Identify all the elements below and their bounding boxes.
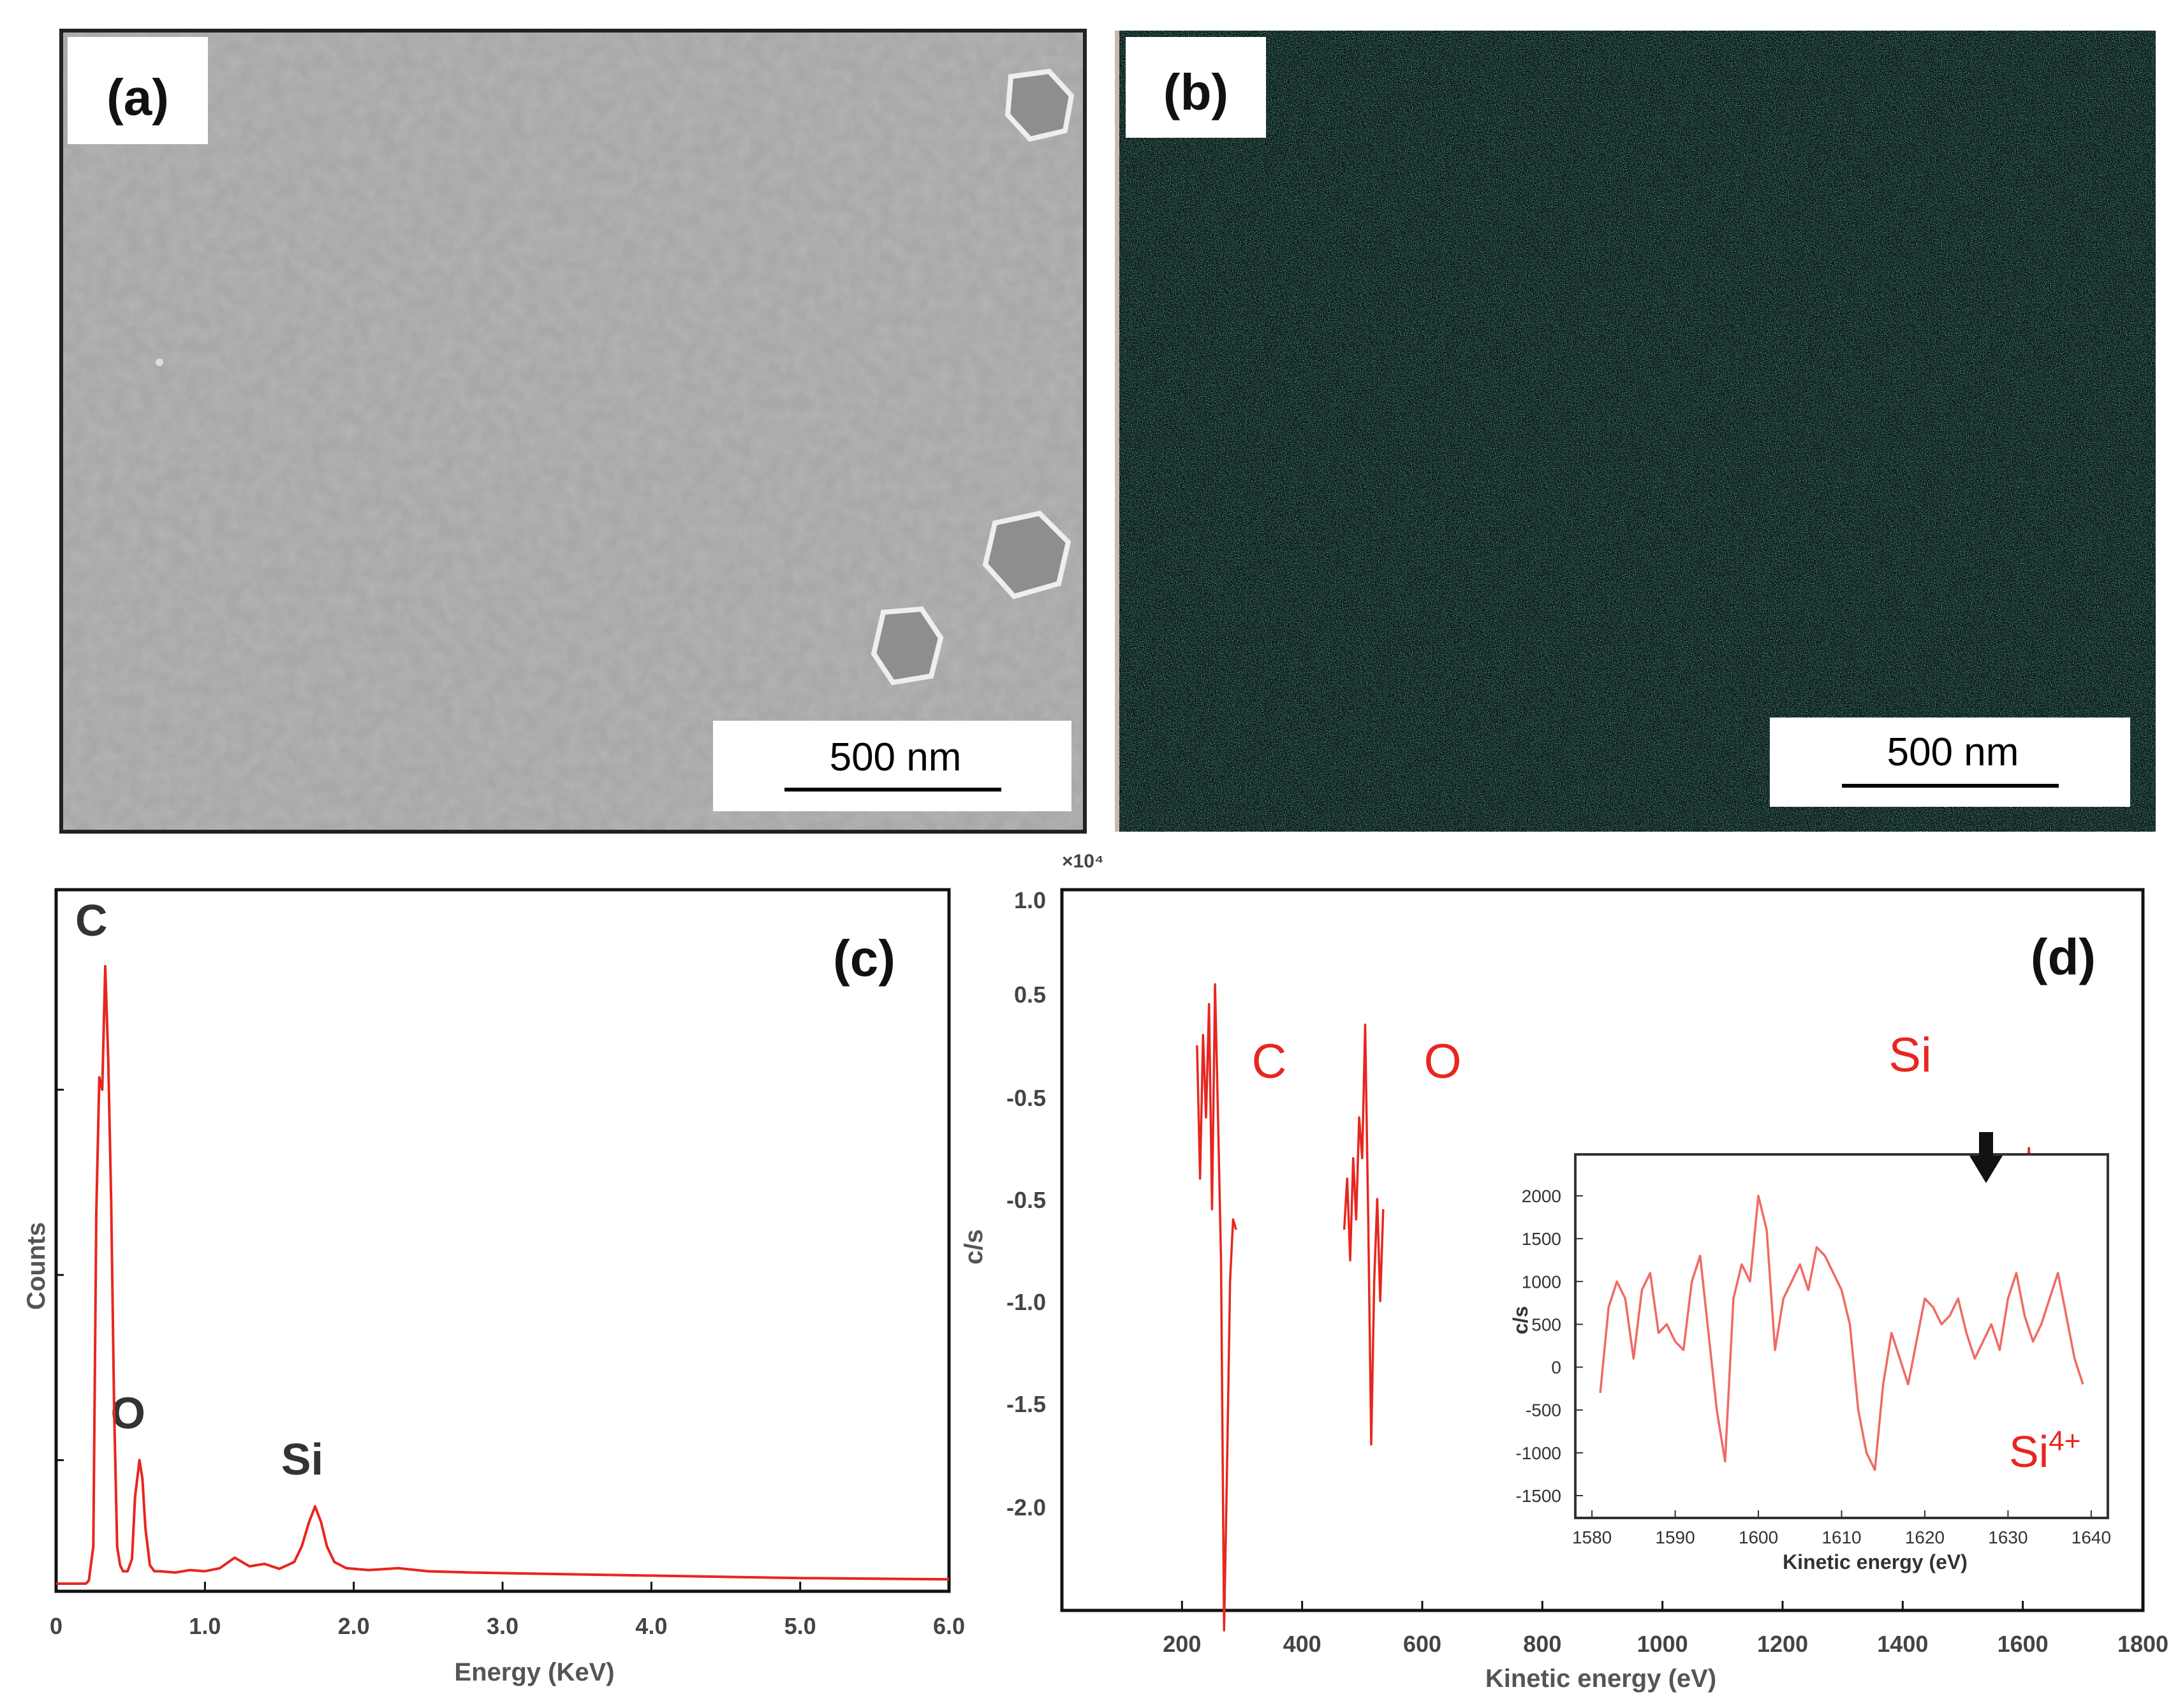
aes-series-c [1196, 983, 1237, 1632]
x-tick-label: 1000 [1637, 1631, 1688, 1657]
inset-spectrum-line [1599, 1195, 2084, 1471]
inset-y-tick-label: 1500 [1522, 1229, 1561, 1249]
inset-x-tick-label: 1580 [1572, 1528, 1612, 1547]
panel-label-b: (b) [1163, 64, 1228, 121]
panel-label-a: (a) [107, 69, 169, 126]
peak-label: C [75, 895, 108, 945]
inset-y-tick-label: -1500 [1515, 1486, 1561, 1506]
inset-y-tick-label: -1000 [1515, 1443, 1561, 1463]
x-tick-labels: 200 400 600 800 1000 1200 1400 1600 1800 [1163, 1601, 2168, 1657]
y-axis-title: c/s [960, 1229, 988, 1265]
y-tick-marks [56, 1089, 64, 1461]
peak-label-si: Si [1888, 1028, 1932, 1082]
y-tick-label: -1.5 [1006, 1391, 1046, 1417]
inset-x-tick-label: 1610 [1821, 1528, 1861, 1547]
peak-label: O [110, 1388, 145, 1438]
inset-x-axis-title: Kinetic energy (eV) [1783, 1550, 1968, 1573]
x-tick-label: 2.0 [338, 1613, 370, 1639]
x-tick-label: 5.0 [784, 1613, 816, 1639]
y-tick-label: 1.0 [1014, 887, 1046, 913]
inset-x-tick-label: 1630 [1988, 1528, 2027, 1547]
inset-y-tick-label: 500 [1531, 1314, 1561, 1334]
y-tick-label: -1.0 [1006, 1289, 1046, 1315]
peak-labels: C O Si [75, 895, 323, 1484]
map-separator [1115, 31, 1119, 832]
scale-bar-box [1770, 718, 2130, 807]
x-tick-labels: 0 1.0 2.0 3.0 4.0 5.0 6.0 [50, 1582, 965, 1639]
x-tick-label: 1.0 [189, 1613, 221, 1639]
peak-label: Si [281, 1434, 323, 1484]
y-tick-label: -2.0 [1006, 1494, 1046, 1520]
scale-bar-text: 500 nm [1887, 730, 2019, 774]
x-tick-label: 200 [1163, 1631, 1201, 1657]
inset-frame [1574, 1153, 2109, 1519]
x-tick-label: 0 [50, 1613, 63, 1639]
x-tick-label: 800 [1523, 1631, 1561, 1657]
x-tick-label: 3.0 [487, 1613, 519, 1639]
inset-x-tick-label: 1590 [1655, 1528, 1695, 1547]
inset-x-tick-label: 1600 [1739, 1528, 1778, 1547]
hexagonal-pit [982, 510, 1071, 600]
scale-bar-box [713, 721, 1071, 811]
plot-frame [54, 888, 951, 1593]
peak-label-c: C [1252, 1034, 1287, 1089]
panel-label-box [1126, 37, 1266, 138]
x-axis-title: Energy (KeV) [454, 1658, 614, 1686]
inset-x-tick-label: 1640 [2072, 1528, 2111, 1547]
panel-label-c: (c) [833, 930, 895, 987]
panel-c-eds-chart: (c) Counts Energy (KeV) 0 1.0 2.0 3.0 4.0 5.0… [22, 888, 965, 1686]
arrow-down-icon [1969, 1132, 2003, 1183]
panel-label-d: (d) [2031, 929, 2096, 985]
si-inset-chart: c/s Kinetic energy (eV) Si4+ 1580 1590 160… [1509, 1132, 2111, 1573]
sem-texture [63, 33, 1083, 830]
panel-label-box [68, 37, 208, 144]
x-tick-label: 4.0 [635, 1613, 667, 1639]
panel-d-aes-chart: (d) ×10⁴ c/s Kinetic energy (eV) 200 400 6… [960, 851, 2168, 1693]
plot-frame [1060, 888, 2145, 1612]
inset-x-tick-labels: 1580 1590 1600 1610 1620 1630 1640 [1572, 1510, 2111, 1547]
x-tick-label: 1400 [1877, 1631, 1928, 1657]
y-tick-label: -0.5 [1006, 1187, 1046, 1213]
hexagonal-pit [871, 606, 944, 686]
inset-y-tick-labels: 2000 1500 1000 500 0 -500 -1000 -1500 [1515, 1186, 1583, 1506]
panel-b: (b) 500 nm [1115, 31, 2156, 832]
x-tick-label: 600 [1403, 1631, 1441, 1657]
x-tick-label: 1600 [1998, 1631, 2049, 1657]
inset-y-tick-label: 0 [1551, 1358, 1561, 1378]
x-tick-label: 1800 [2117, 1631, 2168, 1657]
inset-y-tick-label: 1000 [1522, 1272, 1561, 1292]
inset-x-tick-label: 1620 [1905, 1528, 1945, 1547]
x-tick-label: 6.0 [933, 1613, 965, 1639]
peak-label-o: O [1424, 1034, 1461, 1089]
panel-a: (a) 500 nm [59, 29, 1087, 834]
y-tick-labels: 1.0 0.5 -0.5 -0.5 -1.0 -1.5 -2.0 [1006, 887, 1046, 1520]
inset-y-tick-label: -500 [1526, 1401, 1561, 1420]
aes-series-o [1343, 1023, 1385, 1446]
scale-bar-text: 500 nm [830, 735, 962, 779]
eds-spectrum-line [56, 965, 950, 1585]
inset-y-tick-label: 2000 [1522, 1186, 1561, 1206]
hexagonal-pit [1005, 68, 1075, 142]
inset-y-axis-title: c/s [1509, 1306, 1532, 1334]
y-tick-label: 0.5 [1014, 982, 1046, 1008]
y-tick-label: -0.5 [1006, 1085, 1046, 1111]
surface-particle [156, 358, 163, 366]
map-dots [1119, 31, 2156, 832]
x-axis-title: Kinetic energy (eV) [1485, 1665, 1716, 1693]
x-tick-label: 1200 [1757, 1631, 1808, 1657]
y-axis-title: Counts [22, 1222, 50, 1310]
x-tick-label: 400 [1283, 1631, 1321, 1657]
y-axis-multiplier: ×10⁴ [1062, 851, 1104, 872]
